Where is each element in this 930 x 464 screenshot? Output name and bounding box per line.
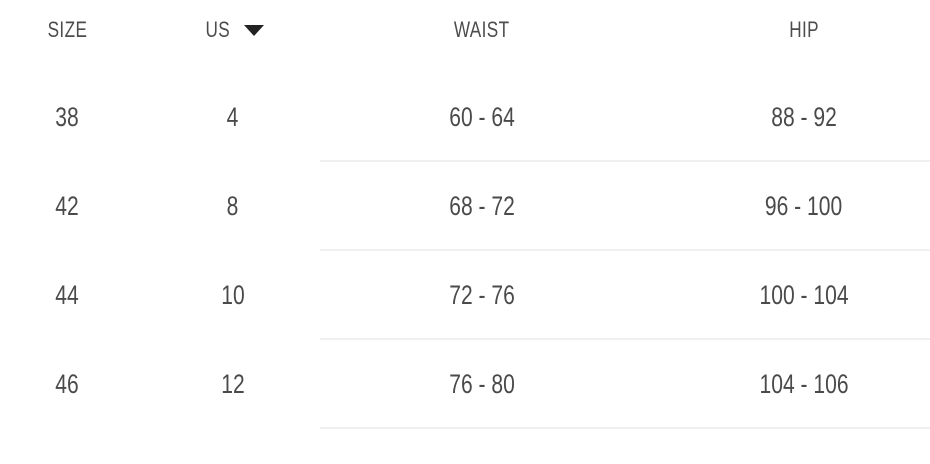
table-row: 42 8 68 - 72 96 - 100 [0, 162, 930, 251]
waist-value: 68 - 72 [449, 191, 515, 221]
cell-us: 8 [134, 193, 332, 220]
column-header-us-dropdown[interactable]: US [134, 19, 332, 41]
hip-value: 88 - 92 [771, 102, 837, 132]
cell-size: 46 [0, 371, 134, 398]
us-value: 4 [227, 102, 239, 132]
cell-waist: 72 - 76 [332, 282, 632, 309]
table-body: 38 4 60 - 64 88 - 92 42 8 68 - 72 96 - 1… [0, 73, 930, 429]
size-value: 42 [55, 191, 79, 221]
row-divider [320, 249, 930, 251]
size-value: 38 [55, 102, 79, 132]
us-value: 8 [227, 191, 239, 221]
waist-value: 72 - 76 [449, 280, 515, 310]
cell-hip: 88 - 92 [632, 104, 930, 131]
triangle-down-icon [244, 24, 265, 36]
column-header-waist: WAIST [332, 16, 632, 42]
waist-value: 60 - 64 [449, 102, 515, 132]
row-divider [320, 427, 930, 429]
size-value: 46 [55, 369, 79, 399]
table-row: 46 12 76 - 80 104 - 106 [0, 340, 930, 429]
cell-waist: 68 - 72 [332, 193, 632, 220]
table-header: SIZE US WAIST HIP [0, 0, 930, 60]
waist-value: 76 - 80 [449, 369, 515, 399]
row-divider [320, 160, 930, 162]
hip-value: 104 - 106 [759, 369, 849, 399]
cell-hip: 100 - 104 [632, 282, 930, 309]
cell-us: 10 [134, 282, 332, 309]
hip-value: 96 - 100 [765, 191, 843, 221]
cell-size: 42 [0, 193, 134, 220]
column-header-hip: HIP [632, 16, 930, 42]
hip-value: 100 - 104 [759, 280, 849, 310]
cell-hip: 104 - 106 [632, 371, 930, 398]
column-header-us-label: US [205, 17, 230, 42]
cell-size: 44 [0, 282, 134, 309]
us-value: 10 [221, 280, 245, 310]
cell-waist: 76 - 80 [332, 371, 632, 398]
table-row: 38 4 60 - 64 88 - 92 [0, 73, 930, 162]
us-value: 12 [221, 369, 245, 399]
cell-us: 12 [134, 371, 332, 398]
cell-size: 38 [0, 104, 134, 131]
cell-hip: 96 - 100 [632, 193, 930, 220]
column-header-waist-label: WAIST [454, 16, 510, 42]
size-value: 44 [55, 280, 79, 310]
column-header-hip-label: HIP [789, 16, 819, 42]
cell-waist: 60 - 64 [332, 104, 632, 131]
table-row: 44 10 72 - 76 100 - 104 [0, 251, 930, 340]
column-header-size: SIZE [0, 16, 134, 42]
column-header-size-label: SIZE [47, 16, 87, 42]
row-divider [320, 338, 930, 340]
cell-us: 4 [134, 104, 332, 131]
